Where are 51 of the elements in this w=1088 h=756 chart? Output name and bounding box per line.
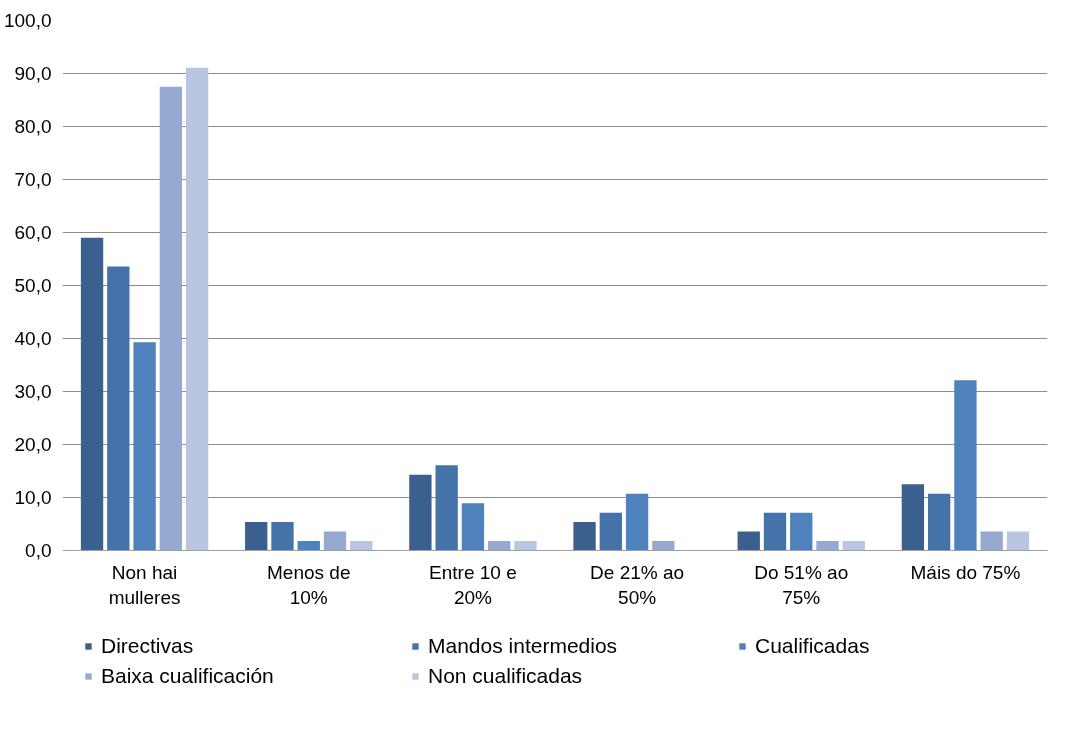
bar	[245, 521, 268, 551]
x-tick-label: Menos de 10%	[267, 561, 351, 608]
bar	[737, 531, 760, 551]
x-tick-label: De 21% ao 50%	[590, 561, 685, 608]
bar	[573, 521, 596, 551]
bar	[514, 540, 537, 551]
legend-label: Cualificadas	[755, 634, 871, 658]
bar	[159, 86, 183, 551]
x-tick-label: Do 51% ao 75%	[754, 561, 849, 608]
y-tick-label: 80,0	[14, 116, 52, 137]
x-tick-label: Entre 10 e 20%	[429, 561, 517, 608]
bar	[790, 512, 813, 551]
bar	[350, 540, 373, 551]
bar	[599, 512, 622, 551]
bar	[980, 531, 1003, 551]
bar	[435, 465, 458, 551]
bar	[954, 380, 977, 551]
bar	[652, 540, 675, 551]
bar	[80, 237, 104, 551]
bar	[488, 540, 511, 551]
y-tick-label: 0,0	[25, 540, 52, 561]
bar	[625, 493, 649, 551]
y-tick-label: 20,0	[14, 434, 52, 455]
y-tick-label: 100,0	[3, 10, 52, 31]
y-tick-label: 40,0	[14, 328, 52, 349]
y-tick-label: 90,0	[14, 63, 52, 84]
bar	[185, 67, 209, 551]
legend-label: Non cualificadas	[428, 664, 584, 688]
bar	[842, 540, 865, 551]
y-tick-label: 50,0	[14, 275, 52, 296]
legend-label: Baixa cualificación	[101, 664, 275, 688]
x-tick-label: Non hai mulleres	[108, 561, 181, 608]
y-tick-label: 10,0	[14, 487, 52, 508]
bar	[901, 484, 925, 551]
bar	[271, 521, 294, 551]
x-tick-label: Máis do 75%	[910, 561, 1021, 583]
bar	[107, 266, 130, 551]
bar	[1006, 531, 1030, 551]
legend-label: Mandos intermedios	[428, 634, 619, 658]
bar	[461, 503, 485, 551]
bar	[763, 512, 787, 551]
bar	[133, 342, 156, 551]
y-tick-label: 60,0	[14, 222, 52, 243]
y-tick-label: 30,0	[14, 381, 52, 402]
y-tick-label: 70,0	[14, 169, 52, 190]
bar	[927, 493, 951, 551]
bar	[816, 540, 839, 551]
legend-label: Directivas	[101, 634, 195, 658]
bar	[409, 474, 432, 551]
bar	[297, 540, 320, 551]
bar	[323, 531, 347, 551]
